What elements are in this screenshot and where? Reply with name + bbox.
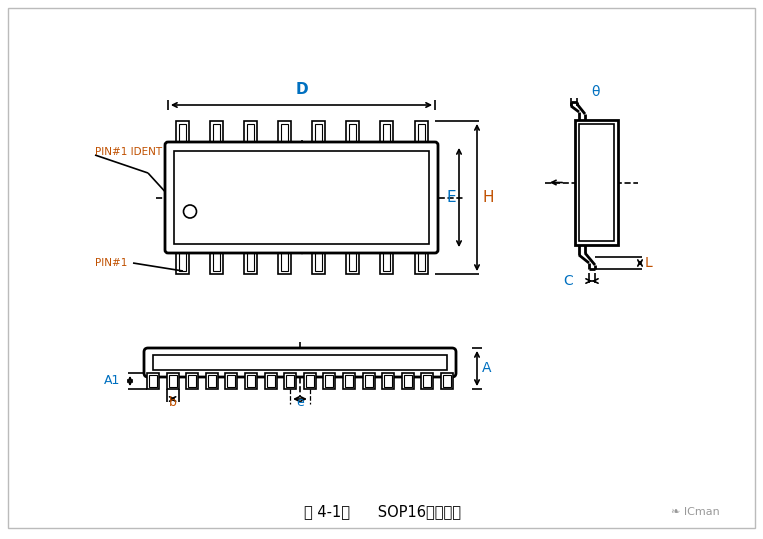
Bar [312,121,325,145]
Bar [382,373,394,389]
Text: e: e [296,396,304,409]
Text: H: H [483,190,494,205]
Bar [381,250,394,274]
Bar [575,120,618,245]
Text: C: C [563,274,573,288]
Bar [579,124,614,241]
Bar [349,253,356,271]
Bar [325,375,333,387]
Text: b: b [169,396,176,409]
Bar [244,250,257,274]
Bar [383,124,391,142]
Text: ❧ ICman: ❧ ICman [671,507,720,517]
Bar [315,253,322,271]
Bar [284,373,296,389]
Bar [153,355,447,370]
Bar [423,375,431,387]
Bar [281,253,288,271]
Text: θ: θ [592,85,600,99]
Bar [441,373,453,389]
Bar [306,375,314,387]
FancyBboxPatch shape [165,142,438,253]
Text: A1: A1 [104,375,121,388]
Bar [417,253,424,271]
Bar [213,253,220,271]
Bar [266,375,275,387]
Bar [414,121,427,145]
Text: L: L [645,256,653,270]
Bar [346,121,359,145]
Text: D: D [295,82,307,97]
Bar [210,121,223,145]
FancyBboxPatch shape [144,348,456,377]
Bar [149,375,157,387]
Bar [210,250,223,274]
Bar [315,124,322,142]
Bar [278,250,291,274]
Text: 图 4-1：      SOP16封装示例: 图 4-1： SOP16封装示例 [304,505,462,520]
Bar [188,375,196,387]
Bar [175,250,188,274]
Bar [166,373,179,389]
Bar [247,375,255,387]
Bar [281,124,288,142]
Bar [365,375,372,387]
Bar [175,121,188,145]
Bar [286,375,295,387]
Bar [265,373,277,389]
Bar [304,373,316,389]
Bar [246,253,254,271]
Bar [402,373,414,389]
Bar [278,121,291,145]
Text: A: A [482,362,491,376]
Bar [147,373,159,389]
Text: E: E [446,190,456,205]
Bar [343,373,355,389]
Bar [345,375,353,387]
Bar [404,375,412,387]
Bar [208,375,216,387]
Bar [225,373,237,389]
Bar [206,373,217,389]
Text: PIN#1 IDENT: PIN#1 IDENT [95,147,162,157]
Bar [213,124,220,142]
Bar [417,124,424,142]
Bar [179,124,185,142]
Bar [244,121,257,145]
Bar [385,375,392,387]
Bar [443,375,451,387]
Bar [362,373,375,389]
Bar [414,250,427,274]
Bar [179,253,185,271]
Bar [246,124,254,142]
Bar [186,373,198,389]
Bar [324,373,336,389]
Bar [381,121,394,145]
Bar [346,250,359,274]
Bar [312,250,325,274]
Bar [169,375,176,387]
Bar [383,253,391,271]
Bar [421,373,433,389]
Bar [174,151,429,244]
Bar [349,124,356,142]
Bar [227,375,236,387]
Bar [245,373,257,389]
Text: PIN#1: PIN#1 [95,258,127,268]
